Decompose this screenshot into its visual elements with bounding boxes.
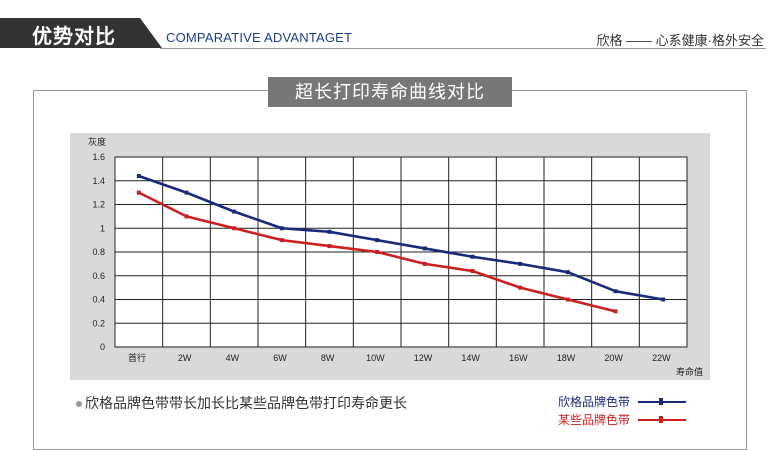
series-point-1 xyxy=(327,244,332,249)
x-tick-label: 20W xyxy=(604,353,623,363)
header-title: 优势对比 xyxy=(32,26,116,48)
header-divider xyxy=(160,48,766,49)
x-tick-label: 18W xyxy=(557,353,576,363)
series-point-1 xyxy=(565,297,570,302)
series-point-1 xyxy=(518,285,523,290)
x-tick-label: 4W xyxy=(226,353,240,363)
series-point-0 xyxy=(565,270,570,275)
y-tick-label: 0.4 xyxy=(92,295,105,305)
legend-marker-red xyxy=(659,416,663,423)
header-slogan: 欣格 —— 心系健康·格外安全 xyxy=(596,33,764,48)
series-point-1 xyxy=(136,190,141,195)
x-tick-label: 16W xyxy=(509,353,528,363)
legend-marker-blue xyxy=(659,398,663,405)
legend-item-blue: 欣格品牌色带 xyxy=(558,394,686,412)
series-point-1 xyxy=(279,238,284,243)
page-header: 优势对比 COMPARATIVE ADVANTAGET 欣格 —— 心系健康·格… xyxy=(0,0,780,52)
chart-caption: 欣格品牌色带带长加长比某些品牌色带打印寿命更长 xyxy=(76,393,407,413)
panel-title: 超长打印寿命曲线对比 xyxy=(268,77,512,107)
y-tick-label: 0.8 xyxy=(92,247,105,257)
series-point-0 xyxy=(375,238,380,243)
x-tick-label: 首行 xyxy=(128,352,146,363)
y-tick-label: 1.2 xyxy=(92,200,105,210)
y-tick-label: 0 xyxy=(100,342,105,352)
chart-legend: 欣格品牌色带 某些品牌色带 xyxy=(558,394,686,430)
y-tick-label: 1.4 xyxy=(92,176,105,186)
series-point-1 xyxy=(613,309,618,314)
x-tick-label: 8W xyxy=(321,353,335,363)
x-tick-label: 6W xyxy=(273,353,287,363)
x-tick-label: 10W xyxy=(366,353,385,363)
header-tab xyxy=(0,18,162,48)
bullet-icon xyxy=(76,401,82,408)
y-tick-label: 0.2 xyxy=(92,318,105,328)
series-point-0 xyxy=(232,209,237,214)
y-tick-label: 1.6 xyxy=(92,152,105,162)
series-point-1 xyxy=(422,261,427,266)
legend-label-blue: 欣格品牌色带 xyxy=(558,395,631,409)
x-tick-label: 2W xyxy=(178,353,192,363)
caption-text: 欣格品牌色带带长加长比某些品牌色带打印寿命更长 xyxy=(85,395,407,411)
y-axis-label: 灰度 xyxy=(88,136,106,147)
series-point-0 xyxy=(518,261,523,266)
x-tick-label: 22W xyxy=(652,353,671,363)
series-point-1 xyxy=(375,250,380,254)
series-point-0 xyxy=(327,229,332,234)
y-tick-label: 0.6 xyxy=(92,271,105,281)
legend-label-red: 某些品牌色带 xyxy=(558,413,631,427)
series-point-0 xyxy=(613,289,618,294)
series-point-1 xyxy=(470,269,475,273)
series-point-0 xyxy=(136,174,141,178)
y-tick-label: 1 xyxy=(100,223,105,233)
header-subtitle: COMPARATIVE ADVANTAGET xyxy=(166,30,353,45)
x-tick-label: 12W xyxy=(414,353,433,363)
x-tick-label: 14W xyxy=(461,353,480,363)
series-point-0 xyxy=(279,226,284,231)
series-point-0 xyxy=(184,190,189,195)
series-point-0 xyxy=(470,254,475,259)
series-point-0 xyxy=(661,297,666,302)
series-point-0 xyxy=(422,246,427,251)
legend-item-red: 某些品牌色带 xyxy=(558,412,686,430)
x-axis-label: 寿命值 xyxy=(676,366,703,377)
series-point-1 xyxy=(232,226,237,231)
series-point-1 xyxy=(184,214,189,219)
series-line-0 xyxy=(138,174,664,301)
